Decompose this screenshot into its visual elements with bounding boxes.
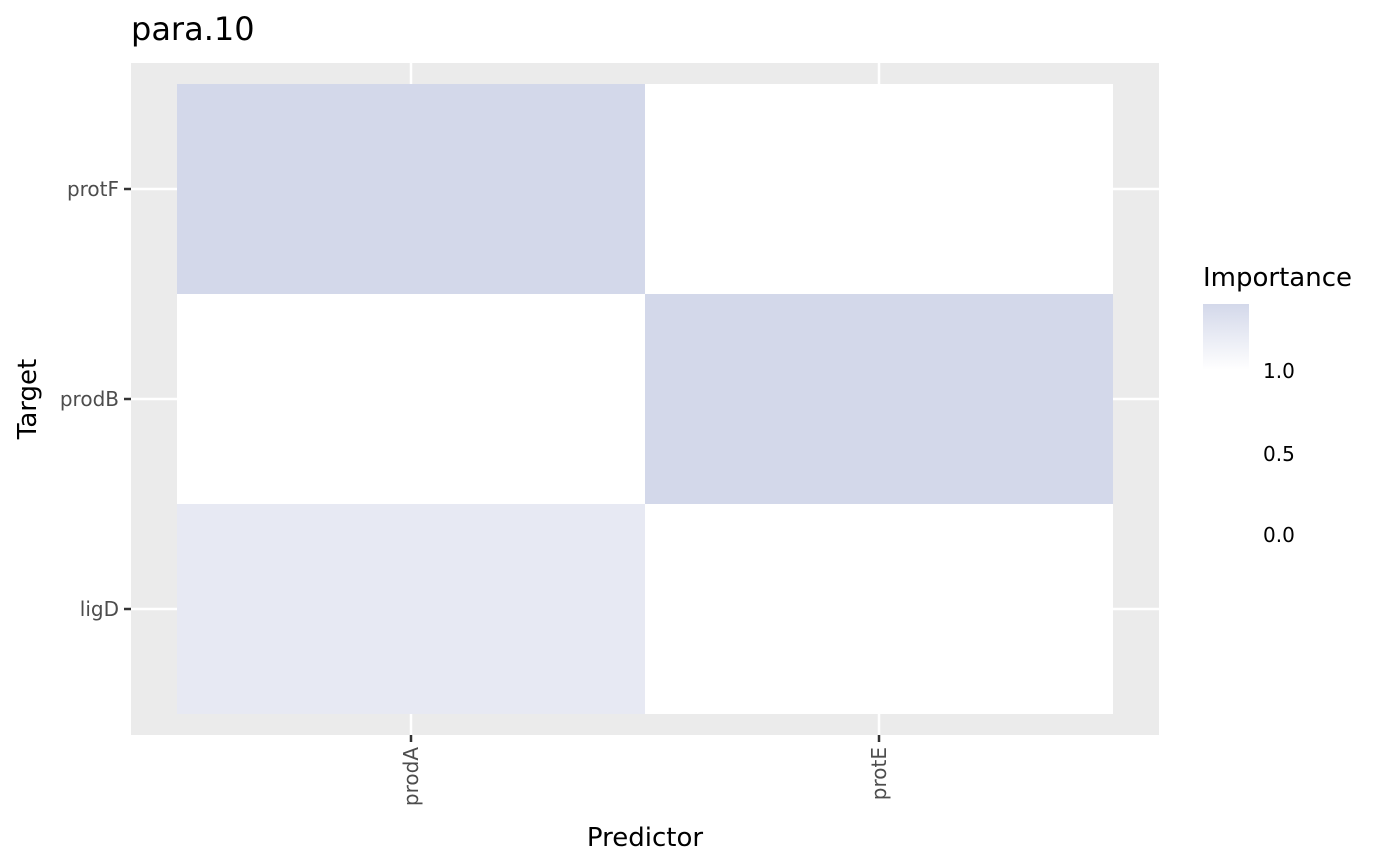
x-axis-title: Predictor <box>587 823 703 853</box>
heatmap-cell <box>177 84 645 294</box>
legend-tick-label: 0.5 <box>1263 442 1295 466</box>
y-axis-ticks: ligD prodB protF <box>60 177 131 621</box>
legend: Importance 1.0 0.5 0.0 <box>1203 263 1352 547</box>
heatmap-cell <box>645 294 1113 504</box>
x-axis-ticks: prodA protE <box>399 735 891 806</box>
y-axis-title: Target <box>13 359 43 440</box>
y-tick-label: prodB <box>60 387 119 411</box>
y-tick-label: ligD <box>80 597 119 621</box>
x-tick-label: prodA <box>399 747 423 806</box>
heatmap-cell <box>645 504 1113 714</box>
chart-title: para.10 <box>131 10 255 48</box>
heatmap-cell <box>645 84 1113 294</box>
heatmap-cell <box>177 294 645 504</box>
legend-title: Importance <box>1203 263 1352 293</box>
y-tick-label: protF <box>67 177 119 201</box>
x-tick-label: protE <box>867 747 891 800</box>
legend-colorbar <box>1203 304 1249 370</box>
heatmap-cells <box>177 84 1113 714</box>
legend-tick-label: 1.0 <box>1263 359 1295 383</box>
legend-tick-label: 0.0 <box>1263 523 1295 547</box>
legend-ticks: 1.0 0.5 0.0 <box>1263 359 1295 547</box>
heatmap-cell <box>177 504 645 714</box>
